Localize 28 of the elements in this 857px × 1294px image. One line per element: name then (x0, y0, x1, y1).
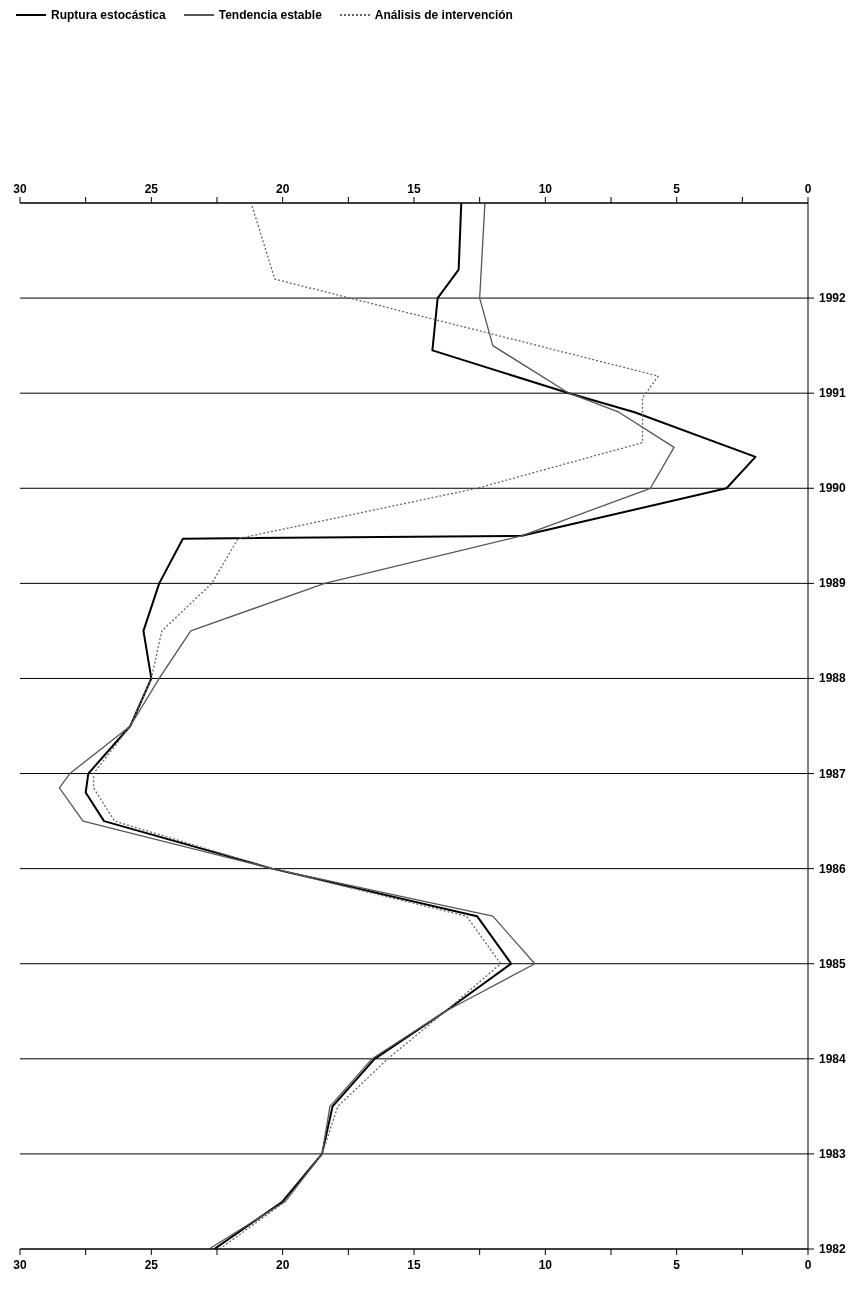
x-tick-label: 0 (804, 182, 812, 196)
x2-tick-label: 0 (804, 1258, 812, 1272)
x-tick-label: 20 (275, 182, 290, 196)
x2-tick-label: 5 (673, 1258, 681, 1272)
x2-tick-label: 10 (538, 1258, 553, 1272)
y-tick-label: 1989 (819, 576, 847, 591)
legend-label: Tendencia estable (218, 8, 322, 22)
x-tick-label: 25 (144, 182, 159, 196)
y-tick-label: 1992 (819, 291, 847, 306)
x-tick-label: 5 (673, 182, 681, 196)
x2-tick-label: 15 (407, 1258, 421, 1272)
x2-tick-label: 25 (144, 1258, 159, 1272)
x-tick-label: 15 (407, 182, 421, 196)
x2-tick-label: 30 (13, 1258, 27, 1272)
x2-tick-label: 20 (275, 1258, 290, 1272)
x-tick-label: 30 (13, 182, 27, 196)
y-tick-label: 1990 (819, 481, 847, 496)
y-tick-label: 1983 (819, 1146, 847, 1161)
legend-label: Análisis de intervención (374, 8, 513, 22)
x-tick-label: 10 (538, 182, 553, 196)
y-tick-label: 1982 (819, 1242, 847, 1256)
y-tick-label: 1987 (819, 766, 847, 781)
y-tick-label: 1991 (819, 386, 847, 401)
y-tick-label: 1984 (819, 1051, 847, 1066)
y-tick-label: 1986 (819, 861, 847, 876)
y-tick-label: 1985 (819, 956, 847, 971)
legend-label: Ruptura estocástica (51, 8, 166, 22)
y-tick-label: 1988 (819, 671, 847, 686)
